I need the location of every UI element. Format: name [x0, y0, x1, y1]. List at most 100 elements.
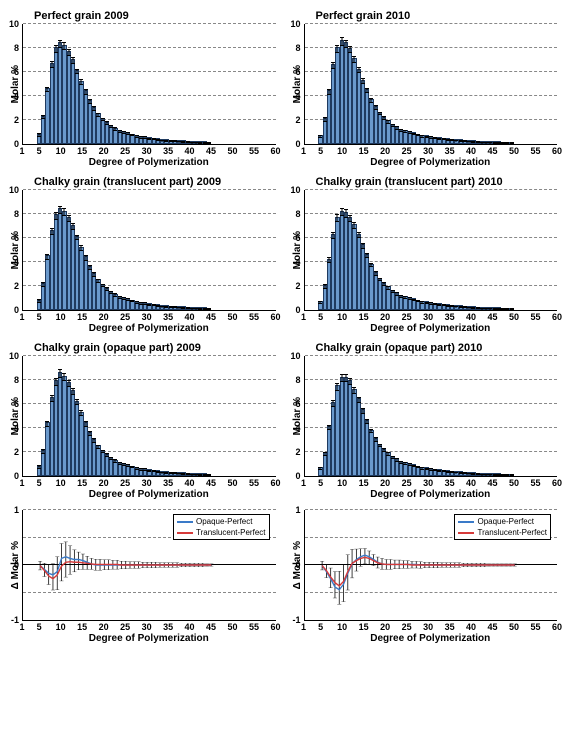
- x-tick-label: 50: [509, 478, 519, 488]
- y-tick-label: 0: [295, 560, 300, 570]
- bar-chart-panel: Chalky grain (translucent part) 2009Mola…: [10, 176, 276, 334]
- x-tick-label: 35: [445, 622, 455, 632]
- x-axis-label: Degree of Polymerization: [22, 633, 276, 644]
- y-tick-label: 4: [14, 423, 19, 433]
- x-tick-label: 55: [531, 478, 541, 488]
- x-tick-label: 5: [318, 312, 323, 322]
- x-axis-label: Degree of Polymerization: [22, 323, 276, 334]
- plot-area: 0246810: [22, 356, 276, 477]
- x-tick-label: 50: [228, 622, 238, 632]
- chart-title: Chalky grain (opaque part) 2009: [34, 342, 276, 354]
- x-tick-label: 60: [270, 622, 280, 632]
- x-axis-label: Degree of Polymerization: [304, 633, 558, 644]
- x-tick-label: 10: [56, 478, 66, 488]
- x-tick-label: 40: [185, 478, 195, 488]
- legend-label: Translucent-Perfect: [196, 527, 266, 538]
- x-tick-label: 5: [37, 622, 42, 632]
- y-tick-label: 2: [14, 115, 19, 125]
- legend: Opaque-PerfectTranslucent-Perfect: [173, 514, 270, 540]
- x-tick-label: 1: [301, 312, 306, 322]
- x-tick-label: 5: [318, 478, 323, 488]
- x-axis-label: Degree of Polymerization: [304, 323, 558, 334]
- line-chart-panel: Δ Molar %-101Opaque-PerfectTranslucent-P…: [10, 508, 276, 644]
- x-tick-label: 35: [163, 146, 173, 156]
- bar-chart-panel: Chalky grain (translucent part) 2010Mola…: [292, 176, 558, 334]
- chart-title: Chalky grain (translucent part) 2009: [34, 176, 276, 188]
- line-chart-panel: Δ Molar %-101Opaque-PerfectTranslucent-P…: [292, 508, 558, 644]
- x-tick-label: 5: [318, 146, 323, 156]
- x-tick-label: 50: [509, 312, 519, 322]
- x-tick-label: 55: [249, 312, 259, 322]
- x-tick-label: 15: [77, 146, 87, 156]
- y-tick-label: 4: [295, 257, 300, 267]
- y-tick-label: 0: [14, 471, 19, 481]
- plot-area: -101Opaque-PerfectTranslucent-Perfect: [22, 510, 276, 621]
- x-tick-label: 30: [142, 146, 152, 156]
- x-tick-label: 35: [445, 312, 455, 322]
- x-axis-label: Degree of Polymerization: [22, 489, 276, 500]
- x-axis-label: Degree of Polymerization: [304, 157, 558, 168]
- legend-label: Opaque-Perfect: [196, 516, 252, 527]
- y-tick-label: 6: [295, 399, 300, 409]
- x-tick-label: 20: [99, 312, 109, 322]
- x-tick-label: 1: [19, 312, 24, 322]
- y-tick-label: 6: [295, 233, 300, 243]
- legend: Opaque-PerfectTranslucent-Perfect: [454, 514, 551, 540]
- x-tick-label: 35: [445, 146, 455, 156]
- legend-label: Opaque-Perfect: [477, 516, 533, 527]
- y-tick-label: 8: [14, 43, 19, 53]
- y-tick-label: 8: [14, 209, 19, 219]
- x-tick-label: 60: [270, 478, 280, 488]
- y-tick-label: 0: [14, 305, 19, 315]
- x-tick-label: 25: [402, 312, 412, 322]
- plot-area: 0246810: [22, 24, 276, 145]
- x-tick-label: 25: [402, 146, 412, 156]
- x-tick-label: 40: [466, 622, 476, 632]
- x-tick-label: 25: [120, 478, 130, 488]
- x-tick-label: 1: [301, 146, 306, 156]
- x-tick-label: 35: [163, 478, 173, 488]
- y-tick-label: 2: [295, 281, 300, 291]
- plot-area: 0246810: [304, 190, 558, 311]
- y-tick-label: 4: [295, 91, 300, 101]
- x-tick-label: 10: [337, 146, 347, 156]
- x-tick-label: 35: [445, 478, 455, 488]
- y-tick-label: 4: [14, 91, 19, 101]
- x-tick-label: 45: [206, 312, 216, 322]
- x-tick-label: 40: [466, 312, 476, 322]
- x-tick-label: 50: [228, 312, 238, 322]
- x-tick-label: 40: [185, 622, 195, 632]
- chart-title: Perfect grain 2009: [34, 10, 276, 22]
- x-tick-label: 60: [552, 478, 562, 488]
- x-tick-label: 60: [552, 622, 562, 632]
- x-tick-label: 60: [552, 146, 562, 156]
- x-tick-label: 45: [206, 146, 216, 156]
- x-tick-label: 25: [120, 146, 130, 156]
- x-tick-label: 15: [359, 146, 369, 156]
- x-tick-label: 30: [423, 312, 433, 322]
- x-tick-label: 20: [99, 622, 109, 632]
- x-tick-label: 45: [488, 622, 498, 632]
- bar-chart-panel: Perfect grain 2010Molar %024681015101520…: [292, 10, 558, 168]
- x-tick-label: 20: [99, 478, 109, 488]
- x-tick-label: 15: [359, 478, 369, 488]
- y-tick-label: -1: [11, 615, 19, 625]
- y-tick-label: 2: [14, 281, 19, 291]
- y-tick-label: 1: [14, 505, 19, 515]
- x-tick-label: 45: [488, 312, 498, 322]
- x-tick-label: 15: [359, 622, 369, 632]
- x-tick-label: 5: [37, 478, 42, 488]
- x-tick-label: 15: [359, 312, 369, 322]
- x-tick-label: 25: [402, 622, 412, 632]
- y-tick-label: 10: [290, 19, 300, 29]
- x-tick-label: 35: [163, 312, 173, 322]
- x-axis-label: Degree of Polymerization: [304, 489, 558, 500]
- x-tick-label: 25: [120, 312, 130, 322]
- x-tick-label: 60: [270, 312, 280, 322]
- x-tick-label: 55: [249, 146, 259, 156]
- x-tick-label: 15: [77, 312, 87, 322]
- y-tick-label: 2: [295, 115, 300, 125]
- x-tick-label: 10: [56, 146, 66, 156]
- x-tick-label: 25: [120, 622, 130, 632]
- x-tick-label: 60: [552, 312, 562, 322]
